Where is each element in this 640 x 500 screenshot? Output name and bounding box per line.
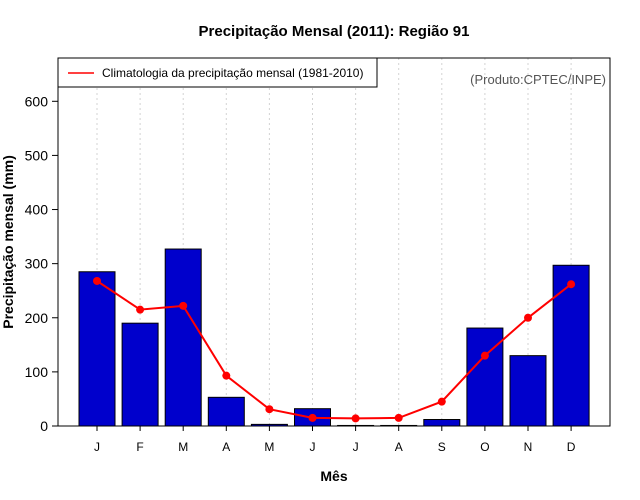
y-axis-title: Precipitação mensal (mm) — [0, 155, 16, 329]
bar-s-9 — [423, 419, 461, 427]
x-tick-label: A — [395, 440, 403, 454]
climatology-point — [480, 351, 489, 360]
y-tick-label: 600 — [25, 93, 49, 109]
x-tick-label: F — [136, 440, 143, 454]
y-tick-label: 300 — [25, 256, 49, 272]
climatology-point — [136, 305, 145, 314]
x-axis-title: Mês — [320, 468, 347, 484]
legend-box — [57, 57, 378, 88]
climatology-series — [93, 276, 576, 423]
x-tick-label: N — [524, 440, 533, 454]
source-annotation: (Produto:CPTEC/INPE) — [470, 72, 606, 87]
chart-title: Precipitação Mensal (2011): Região 91 — [199, 23, 470, 40]
climatology-point — [222, 371, 231, 380]
climatology-line — [96, 280, 572, 420]
climatology-point — [179, 301, 188, 310]
bar-d-12 — [552, 264, 590, 427]
y-tick-label: 400 — [25, 202, 49, 218]
x-tick-label: J — [353, 440, 359, 454]
y-tick-label: 100 — [25, 364, 49, 380]
x-tick-label: M — [178, 440, 188, 454]
bar-o-10 — [466, 327, 504, 427]
x-tick-label: M — [264, 440, 274, 454]
climatology-point — [93, 276, 101, 285]
legend-label: Climatologia da precipitação mensal (198… — [102, 66, 363, 80]
x-tick-label: S — [438, 440, 446, 454]
y-axis: 0 100 200 300 400 500 600 — [25, 93, 58, 434]
legend: Climatologia da precipitação mensal (198… — [57, 57, 378, 88]
y-tick-label: 0 — [40, 418, 48, 434]
y-tick-label: 500 — [25, 147, 49, 163]
bar-j-1 — [78, 271, 116, 427]
bar-f-2 — [121, 322, 159, 427]
x-tick-label: O — [480, 440, 489, 454]
climatology-point — [265, 405, 274, 414]
climatology-point — [524, 313, 532, 322]
x-tick-label: J — [94, 440, 100, 454]
x-tick-label: D — [567, 440, 576, 454]
climatology-point — [394, 413, 403, 422]
bar-series — [78, 248, 590, 427]
climatology-point — [308, 413, 317, 422]
climatology-point — [437, 397, 446, 406]
x-tick-label: A — [222, 440, 230, 454]
climatology-point — [567, 280, 576, 289]
x-tick-label: J — [310, 440, 316, 454]
bar-a-4 — [207, 396, 245, 427]
bar-n-11 — [509, 355, 547, 427]
climatology-point — [351, 414, 360, 423]
bar-m-3 — [164, 248, 202, 427]
y-tick-label: 200 — [25, 310, 49, 326]
